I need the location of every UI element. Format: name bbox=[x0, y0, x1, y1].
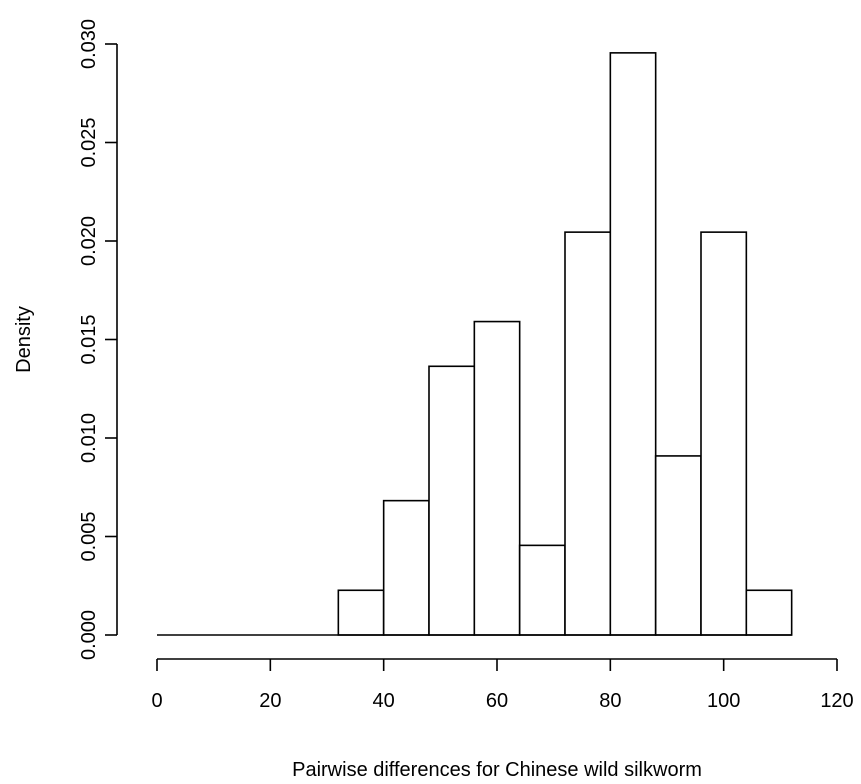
histogram-bar-48-56 bbox=[428, 365, 476, 636]
x-tick-label: 100 bbox=[707, 690, 740, 712]
histogram-bar-32-40 bbox=[337, 589, 385, 636]
histogram-bar-104-112 bbox=[745, 589, 793, 636]
y-tick-label: 0.030 bbox=[78, 19, 100, 69]
y-tick-label: 0.015 bbox=[78, 314, 100, 364]
x-tick-label: 80 bbox=[599, 690, 621, 712]
histogram-bar-88-96 bbox=[654, 455, 702, 636]
histogram-bar-96-104 bbox=[700, 231, 748, 636]
histogram-bars bbox=[337, 52, 793, 636]
histogram-bar-64-72 bbox=[518, 544, 566, 636]
y-tick-label: 0.005 bbox=[78, 511, 100, 561]
x-tick-label: 0 bbox=[151, 690, 162, 712]
x-tick-label: 120 bbox=[820, 690, 853, 712]
y-axis-title: Density bbox=[13, 306, 35, 373]
y-axis: 0.000 0.005 0.010 0.015 0.020 0.025 0.030 bbox=[78, 19, 118, 660]
x-axis: 0 20 40 60 80 100 120 bbox=[151, 658, 854, 712]
x-tick-label: 60 bbox=[486, 690, 508, 712]
histogram-bar-72-80 bbox=[564, 231, 612, 636]
histogram-bar-40-48 bbox=[382, 499, 430, 636]
y-tick-label: 0.020 bbox=[78, 216, 100, 266]
histogram-bar-56-64 bbox=[473, 320, 521, 636]
y-tick-label: 0.010 bbox=[78, 413, 100, 463]
y-tick-label: 0.000 bbox=[78, 610, 100, 660]
y-tick-label: 0.025 bbox=[78, 117, 100, 167]
x-tick-label: 20 bbox=[259, 690, 281, 712]
x-tick-label: 40 bbox=[373, 690, 395, 712]
histogram-bar-80-88 bbox=[609, 52, 657, 636]
x-axis-title: Pairwise differences for Chinese wild si… bbox=[292, 759, 702, 781]
